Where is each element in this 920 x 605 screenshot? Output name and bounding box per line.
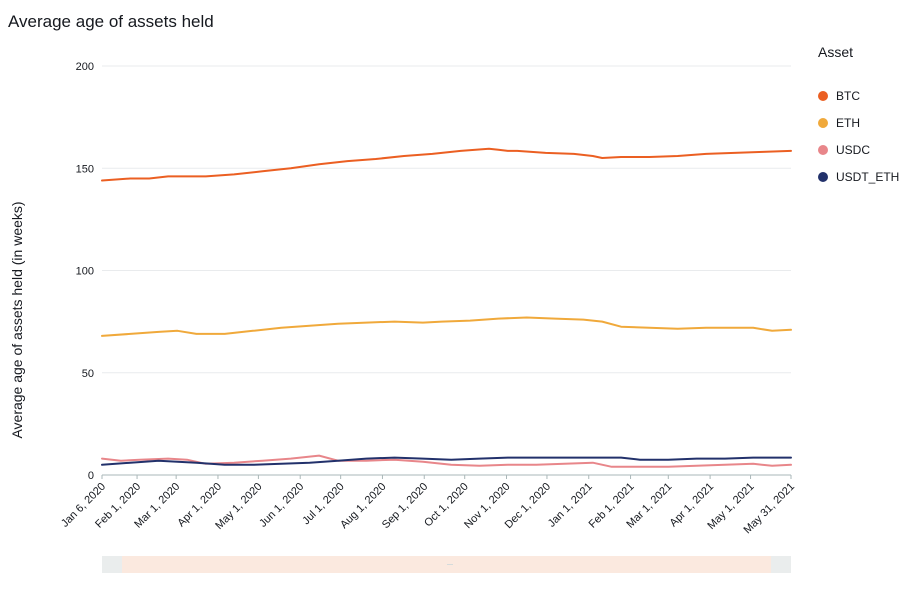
series-line-usdc[interactable]: [101, 454, 792, 468]
grid-lines: [102, 65, 791, 476]
range-scrollbar[interactable]: [102, 556, 791, 573]
legend-title: Asset: [818, 44, 854, 60]
y-axis-ticks: 0 50 100 150 200: [76, 61, 94, 482]
legend-label-usdt-eth: USDT_ETH: [836, 169, 900, 184]
btc-dot-icon: [818, 90, 828, 101]
series-lines[interactable]: [101, 147, 792, 468]
range-end-handle[interactable]: [771, 556, 791, 573]
y-tick-label: 0: [88, 470, 94, 482]
range-scroll-thumb[interactable]: [122, 556, 771, 573]
y-tick-label: 200: [76, 61, 94, 73]
series-line-btc[interactable]: [101, 147, 792, 182]
grip-icon: [446, 564, 453, 565]
legend-item-eth[interactable]: ETH: [818, 109, 899, 136]
legend: Asset BTC ETH USDC USDT_ETH: [818, 44, 899, 190]
legend-item-usdt-eth[interactable]: USDT_ETH: [818, 163, 899, 190]
y-axis-label: Average age of assets held (in weeks): [9, 201, 25, 438]
usdt-eth-dot-icon: [818, 171, 828, 182]
legend-item-btc[interactable]: BTC: [818, 82, 899, 109]
series-line-usdt-eth[interactable]: [101, 456, 792, 466]
usdc-dot-icon: [818, 144, 828, 155]
x-tick-label: Jun 1, 2020: [257, 481, 306, 530]
legend-label-usdc: USDC: [836, 142, 871, 157]
legend-label-eth: ETH: [836, 115, 860, 130]
y-tick-label: 50: [82, 368, 94, 380]
series-line-eth[interactable]: [101, 316, 792, 337]
legend-label-btc: BTC: [836, 88, 860, 103]
legend-item-usdc[interactable]: USDC: [818, 136, 899, 163]
y-tick-label: 150: [76, 163, 94, 175]
range-start-handle[interactable]: [102, 556, 122, 573]
eth-dot-icon: [818, 117, 828, 128]
y-tick-label: 100: [76, 266, 94, 278]
chart-title: Average age of assets held: [8, 12, 214, 31]
